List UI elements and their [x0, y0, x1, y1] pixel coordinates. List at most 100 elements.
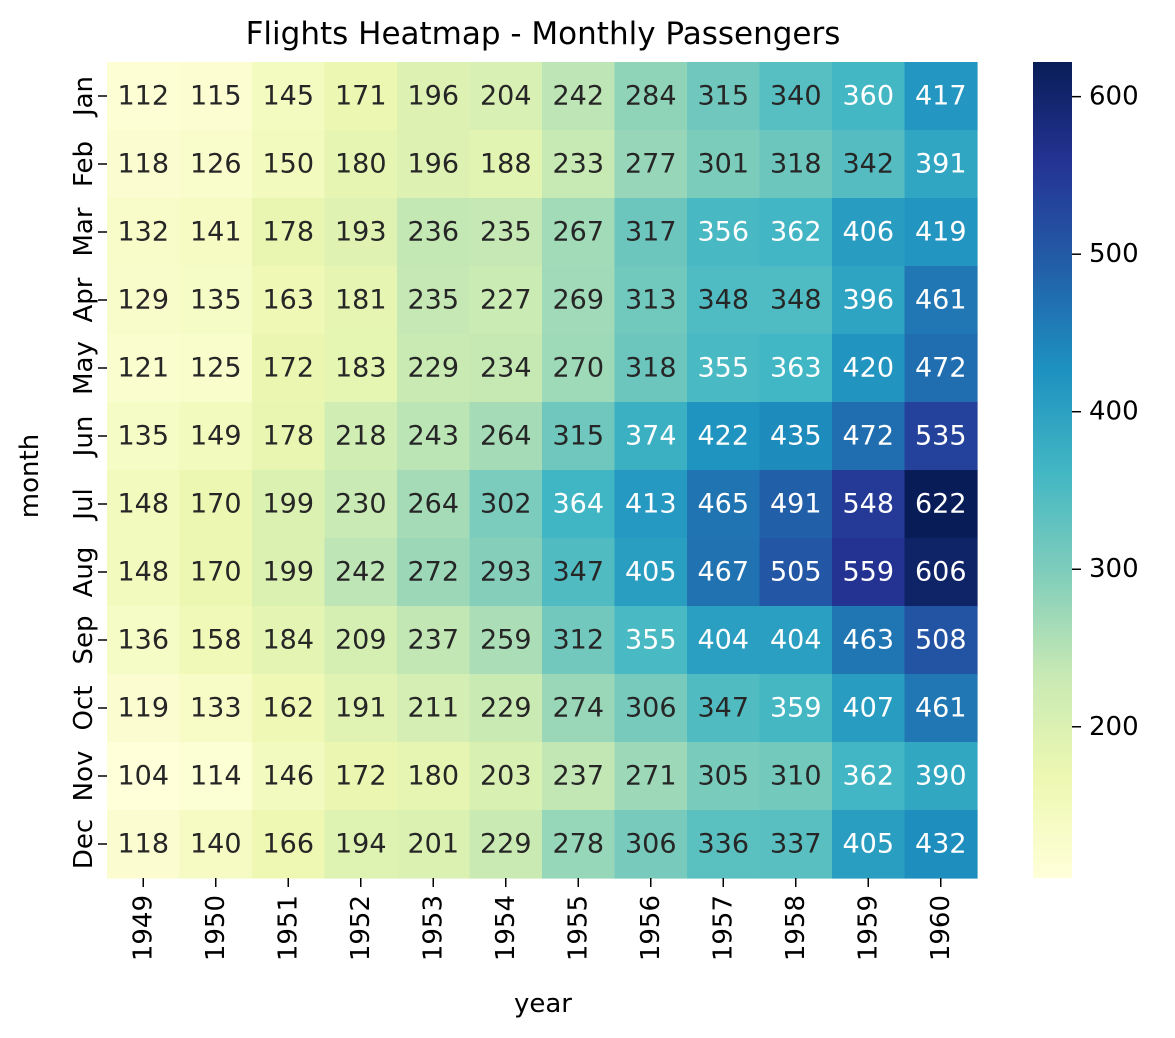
cell-value-label: 237 — [552, 761, 604, 792]
cell-value-label: 236 — [407, 217, 459, 248]
cell-value-label: 233 — [552, 149, 604, 180]
colorbar-tick-label: 300 — [1089, 554, 1139, 584]
cell-value-label: 211 — [407, 693, 459, 724]
cell-value-label: 404 — [770, 625, 822, 656]
cell-value-label: 132 — [117, 217, 169, 248]
heatmap-cell — [832, 62, 906, 131]
cell-value-label: 461 — [915, 693, 967, 724]
heatmap-cell — [542, 198, 616, 267]
heatmap-cell — [687, 130, 761, 199]
cell-value-label: 465 — [697, 489, 749, 520]
cell-value-label: 150 — [262, 149, 314, 180]
cell-value-label: 135 — [117, 421, 169, 452]
cell-value-label: 264 — [480, 421, 532, 452]
cell-value-label: 278 — [552, 829, 604, 860]
cell-value-label: 315 — [552, 421, 604, 452]
x-tick-label: 1951 — [273, 895, 303, 961]
cell-value-label: 348 — [770, 285, 822, 316]
heatmap-cell — [904, 266, 978, 335]
heatmap-cell — [397, 62, 471, 131]
heatmap-cell — [542, 334, 616, 403]
heatmap-cell — [107, 130, 181, 199]
heatmap-cell — [759, 130, 833, 199]
heatmap-cell — [759, 62, 833, 131]
cell-value-label: 340 — [770, 81, 822, 112]
cell-value-label: 472 — [842, 421, 894, 452]
heatmap-cell — [542, 266, 616, 335]
heatmap-cell — [759, 742, 833, 811]
cell-value-label: 126 — [190, 149, 242, 180]
heatmap-cell — [759, 470, 833, 539]
heatmap-cell — [179, 606, 253, 675]
cell-value-label: 193 — [335, 217, 387, 248]
heatmap-cell — [832, 810, 906, 879]
heatmap-cell — [107, 266, 181, 335]
heatmap-cell — [759, 266, 833, 335]
heatmap-cell — [542, 538, 616, 607]
cell-value-label: 146 — [262, 761, 314, 792]
heatmap-cell — [107, 742, 181, 811]
cell-value-label: 270 — [552, 353, 604, 384]
cell-value-label: 259 — [480, 625, 532, 656]
cell-value-label: 284 — [625, 81, 677, 112]
heatmap-cell — [324, 334, 398, 403]
cell-value-label: 178 — [262, 217, 314, 248]
heatmap-cell — [614, 470, 688, 539]
cell-value-label: 359 — [770, 693, 822, 724]
cell-value-label: 229 — [407, 353, 459, 384]
heatmap-cell — [832, 266, 906, 335]
cell-value-label: 149 — [190, 421, 242, 452]
colorbar: 200 300 400 500 600 — [1033, 62, 1139, 878]
x-axis-label: year — [514, 989, 572, 1019]
heatmap-cell — [107, 674, 181, 743]
heatmap-cell — [397, 674, 471, 743]
colorbar-tick-label: 500 — [1089, 239, 1139, 269]
heatmap-cell — [542, 606, 616, 675]
heatmap-cell — [324, 810, 398, 879]
heatmap-cell — [832, 334, 906, 403]
cell-value-label: 435 — [770, 421, 822, 452]
heatmap-cell — [179, 198, 253, 267]
heatmap-cell — [107, 402, 181, 471]
x-tick-label: 1950 — [201, 895, 231, 961]
heatmap-cell — [179, 538, 253, 607]
heatmap-cell — [832, 742, 906, 811]
cell-value-label: 312 — [552, 625, 604, 656]
cell-value-label: 229 — [480, 693, 532, 724]
cell-value-label: 171 — [335, 81, 387, 112]
cell-value-label: 183 — [335, 353, 387, 384]
heatmap-cell — [614, 198, 688, 267]
colorbar-gradient — [1033, 62, 1072, 878]
heatmap-cell — [759, 334, 833, 403]
cell-value-label: 271 — [625, 761, 677, 792]
y-axis-label: month — [15, 434, 45, 518]
y-tick-label: Nov — [69, 751, 99, 802]
cell-value-label: 227 — [480, 285, 532, 316]
cell-value-label: 313 — [625, 285, 677, 316]
colorbar-tick-label: 600 — [1089, 82, 1139, 112]
cell-value-label: 140 — [190, 829, 242, 860]
heatmap-cell — [469, 742, 543, 811]
cell-value-label: 204 — [480, 81, 532, 112]
cell-value-label: 119 — [117, 693, 169, 724]
heatmap-cell — [252, 334, 326, 403]
heatmap-cell — [252, 198, 326, 267]
heatmap-cell — [542, 62, 616, 131]
heatmap-cell — [324, 266, 398, 335]
heatmap-cell — [904, 62, 978, 131]
heatmap-cell — [542, 674, 616, 743]
cell-value-label: 209 — [335, 625, 387, 656]
heatmap-cell — [252, 742, 326, 811]
cell-value-label: 196 — [407, 149, 459, 180]
heatmap-cell — [759, 198, 833, 267]
y-tick-label: Jan — [69, 76, 99, 118]
cell-value-label: 559 — [842, 557, 894, 588]
heatmap-cell — [107, 810, 181, 879]
heatmap-cell — [687, 266, 761, 335]
y-tick-label: Oct — [69, 686, 99, 731]
heatmap-cell — [252, 266, 326, 335]
heatmap-cell — [832, 402, 906, 471]
heatmap-cell — [904, 334, 978, 403]
cell-value-label: 342 — [842, 149, 894, 180]
cell-value-label: 191 — [335, 693, 387, 724]
